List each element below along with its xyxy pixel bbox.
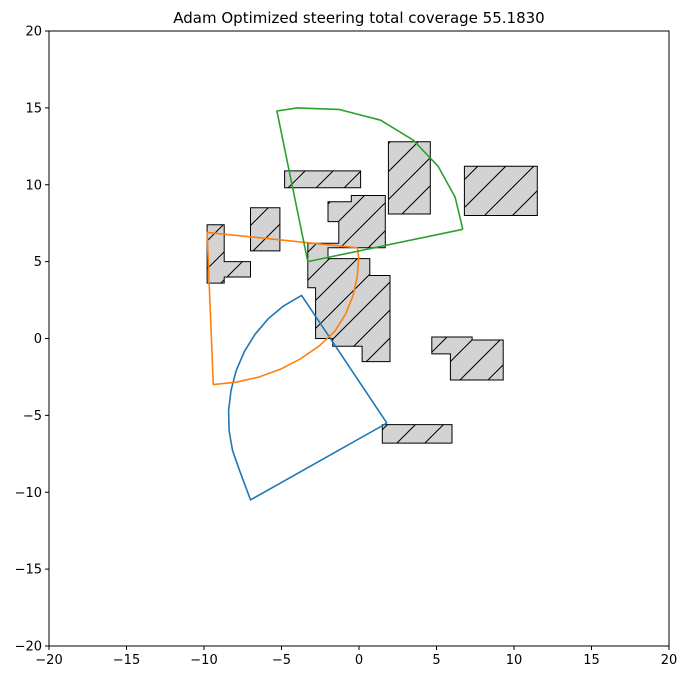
x-tick-label-3: −5	[272, 653, 291, 668]
obstacle-outline-5	[307, 195, 391, 363]
y-tick-label-2: −10	[15, 486, 42, 501]
chart-title: Adam Optimized steering total coverage 5…	[173, 9, 544, 27]
x-tick-label-0: −20	[35, 653, 62, 668]
obstacle-outline-3	[250, 207, 281, 252]
x-tick-label-8: 20	[661, 653, 678, 668]
y-tick-label-1: −15	[15, 563, 42, 578]
y-tick-label-6: 10	[25, 178, 42, 193]
coverage-sector-0	[227, 294, 388, 501]
y-axis: −20 −15 −10 −5 0 5 10 15 20	[15, 25, 49, 655]
x-tick-label-4: 0	[355, 653, 363, 668]
x-tick-label-2: −10	[190, 653, 217, 668]
x-tick-label-5: 5	[432, 653, 440, 668]
y-tick-label-0: −20	[15, 640, 42, 655]
y-tick-label-3: −5	[23, 409, 42, 424]
obstacle-outline-1	[387, 141, 431, 215]
x-tick-label-1: −15	[113, 653, 140, 668]
obstacles-layer	[206, 141, 538, 444]
x-tick-label-7: 15	[583, 653, 600, 668]
coverage-sector-1	[206, 231, 360, 386]
obstacle-outline-6	[431, 336, 504, 381]
obstacle-outline-0	[284, 170, 362, 189]
coverage-sector-2	[276, 107, 464, 263]
y-tick-label-4: 0	[34, 332, 42, 347]
series-layer	[206, 107, 464, 501]
x-tick-label-6: 10	[506, 653, 523, 668]
y-tick-label-7: 15	[25, 101, 42, 116]
obstacle-outline-4	[206, 224, 251, 284]
obstacle-outline-7	[381, 424, 453, 444]
y-tick-label-8: 20	[25, 25, 42, 40]
x-axis: −20 −15 −10 −5 0 5 10 15 20	[35, 646, 677, 668]
y-tick-label-5: 5	[34, 255, 42, 270]
obstacle-outline-2	[463, 165, 538, 216]
